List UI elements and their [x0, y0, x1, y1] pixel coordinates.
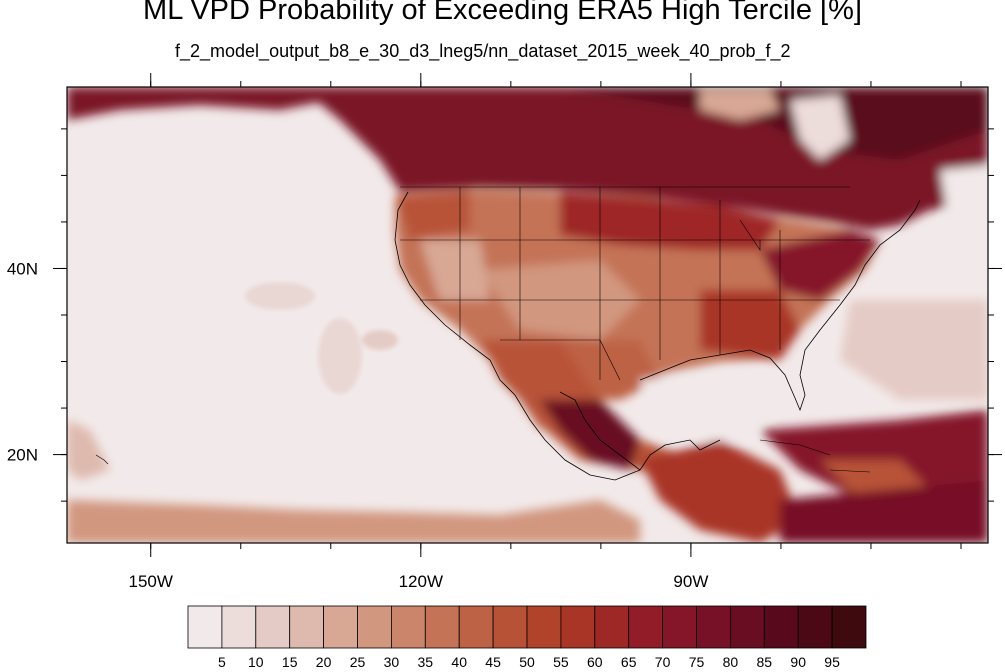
coastlines — [394, 191, 921, 481]
alaska-dark — [67, 87, 330, 120]
south-america-dark — [780, 480, 988, 543]
southeast-mid — [700, 290, 800, 360]
colorbar-swatch — [526, 605, 562, 649]
colorbar-swatch — [289, 605, 325, 649]
colorbar-swatch — [458, 605, 494, 649]
labrador-light — [940, 165, 988, 235]
x-tick-label: 120W — [399, 572, 443, 591]
x-tick-label: 150W — [129, 572, 173, 591]
colorbar-label: 10 — [248, 654, 264, 670]
colorbar-swatch — [763, 605, 799, 649]
state-borders — [400, 186, 870, 381]
island-outlines — [95, 439, 871, 473]
tropical-pacific — [67, 500, 640, 543]
colorbar-label: 45 — [485, 654, 501, 670]
colorbar-label: 60 — [587, 654, 603, 670]
colorbar-swatch — [221, 605, 257, 649]
colorbar-label: 40 — [451, 654, 467, 670]
colorbar-label: 90 — [790, 654, 806, 670]
upper-midwest-dark — [560, 192, 780, 250]
colorbar-swatch — [187, 605, 223, 649]
chart-subtitle: f_2_model_output_b8_e_30_d3_lneg5/nn_dat… — [175, 41, 791, 61]
y-tick-label: 20N — [7, 446, 38, 465]
mexico-dark — [540, 400, 640, 470]
central-america — [640, 440, 800, 543]
y-tick-label: 40N — [7, 259, 38, 278]
colorbar-swatch — [357, 605, 392, 649]
pacific-blobs — [245, 282, 398, 394]
colorbar-label: 50 — [519, 654, 535, 670]
colorbar-label: 20 — [316, 654, 332, 670]
quebec-light — [790, 95, 850, 160]
colorbar-label: 70 — [655, 654, 671, 670]
colorbar-label: 75 — [689, 654, 705, 670]
colorbar-swatch — [797, 605, 833, 649]
hudson-light — [700, 90, 780, 120]
colorbar-label: 30 — [384, 654, 400, 670]
colorbar-swatch — [662, 605, 697, 649]
colorbar-label: 5 — [218, 654, 226, 670]
colorbar-swatch — [730, 605, 765, 649]
map-field — [67, 87, 988, 543]
northeast-dark — [760, 230, 880, 300]
gulf-light — [640, 370, 780, 440]
colorbar-label: 55 — [553, 654, 569, 670]
axes: 150W 120W 90W 40N 20N — [7, 73, 1002, 591]
colorbar-swatch — [424, 605, 460, 649]
chart-title: ML VPD Probability of Exceeding ERA5 Hig… — [143, 0, 862, 26]
colorbar-swatch — [696, 605, 731, 649]
colorbar-swatch — [323, 605, 358, 649]
colorbar-label: 15 — [282, 654, 298, 670]
hawaii-band — [67, 420, 110, 480]
colorbar-swatch — [594, 605, 630, 649]
colorbar-swatch — [492, 605, 528, 649]
colorbar-label: 80 — [723, 654, 739, 670]
far-north-dark — [560, 87, 988, 160]
colorbar-label: 85 — [757, 654, 773, 670]
colorbar-swatch — [560, 605, 596, 649]
colorbar-swatch — [628, 605, 664, 649]
x-tick-label: 90W — [673, 572, 708, 591]
pacific-nw — [395, 190, 470, 240]
colorbar-label: 25 — [350, 654, 366, 670]
colorbar-label: 65 — [621, 654, 637, 670]
colorbar-swatch — [255, 605, 291, 649]
atlantic-mid — [840, 300, 988, 400]
colorbar-label: 35 — [418, 654, 434, 670]
great-basin-light — [420, 240, 490, 300]
colorbar-label: 95 — [824, 654, 840, 670]
colorbar: 5 10 15 20 25 30 35 40 45 50 55 60 65 70 75 80 85 90 95 — [187, 605, 867, 670]
colorbar-swatch — [390, 605, 426, 649]
colorbar-swatch — [831, 605, 867, 649]
